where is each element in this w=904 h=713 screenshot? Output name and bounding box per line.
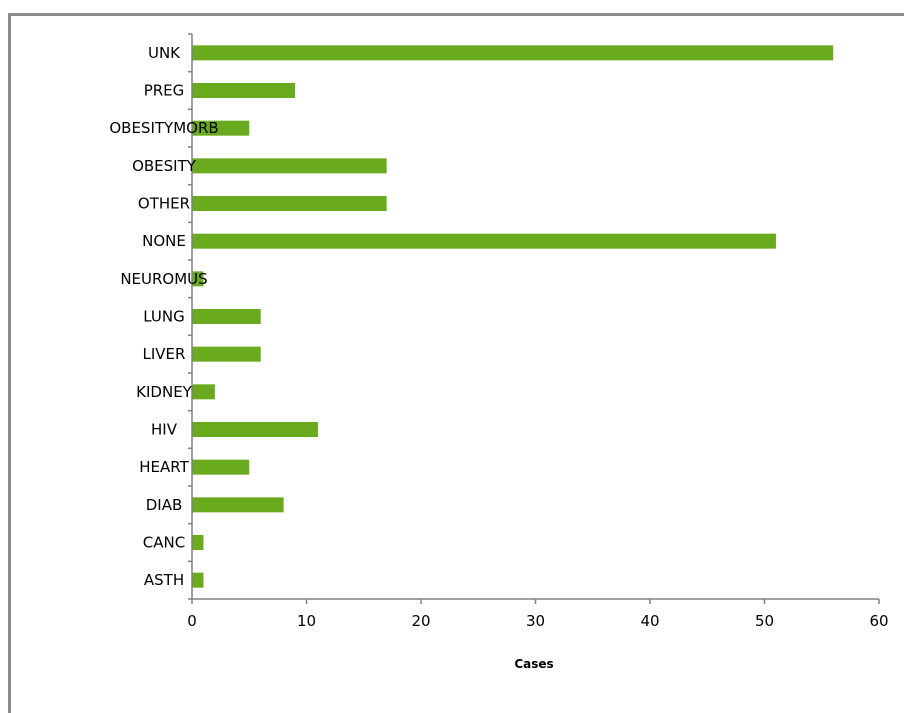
category-label-diab: DIAB bbox=[146, 496, 183, 514]
category-label-unk: UNK bbox=[148, 44, 181, 62]
category-label-heart: HEART bbox=[139, 458, 189, 476]
category-label-asth: ASTH bbox=[144, 571, 184, 589]
bar-asth bbox=[192, 572, 204, 588]
category-label-hiv: HIV bbox=[151, 421, 178, 439]
bar-canc bbox=[192, 535, 204, 550]
cases-bar-chart: ASTH CANC DIAB HEART HIV KIDNEY LIVER LUNG NEURO… bbox=[109, 33, 889, 671]
x-axis-title: Cases bbox=[514, 657, 553, 671]
bar-obesitymorb bbox=[192, 120, 250, 136]
x-tick-label-40: 40 bbox=[640, 612, 659, 630]
bar-hiv bbox=[192, 422, 318, 437]
category-label-other: OTHER bbox=[138, 195, 190, 213]
category-label-canc: CANC bbox=[143, 534, 185, 552]
category-label-preg: PREG bbox=[144, 82, 185, 100]
bar-liver bbox=[192, 346, 261, 362]
bar-diab bbox=[192, 497, 284, 513]
category-label-obesity: OBESITY bbox=[132, 157, 197, 175]
x-tick-label-50: 50 bbox=[755, 612, 774, 630]
x-tick-label-60: 60 bbox=[869, 612, 888, 630]
bar-heart bbox=[192, 459, 250, 475]
category-label-none: NONE bbox=[142, 232, 186, 250]
category-label-kidney: KIDNEY bbox=[136, 383, 193, 401]
labels-layer: ASTH CANC DIAB HEART HIV KIDNEY LIVER LUNG NEURO… bbox=[109, 44, 888, 630]
bar-obesity bbox=[192, 158, 387, 174]
bar-preg bbox=[192, 83, 296, 98]
category-label-neuromus: NEUROMUS bbox=[120, 270, 207, 288]
bar-neuromus bbox=[192, 271, 204, 287]
bar-kidney bbox=[192, 384, 215, 400]
x-tick-label-10: 10 bbox=[297, 612, 316, 630]
bar-lung bbox=[192, 309, 261, 324]
bar-unk bbox=[192, 45, 834, 61]
bar-other bbox=[192, 196, 387, 211]
bar-none bbox=[192, 233, 776, 249]
bars-layer bbox=[192, 45, 834, 588]
category-label-liver: LIVER bbox=[143, 345, 186, 363]
axes-layer bbox=[188, 33, 880, 604]
category-label-obesitymorb: OBESITYMORB bbox=[109, 119, 218, 137]
x-tick-label-30: 30 bbox=[526, 612, 545, 630]
x-tick-label-0: 0 bbox=[187, 612, 197, 630]
chart-frame bbox=[8, 13, 904, 713]
category-label-lung: LUNG bbox=[143, 308, 184, 326]
x-tick-label-20: 20 bbox=[411, 612, 430, 630]
